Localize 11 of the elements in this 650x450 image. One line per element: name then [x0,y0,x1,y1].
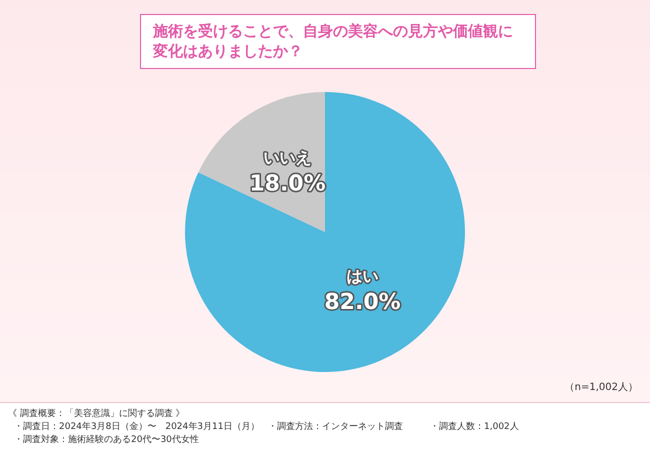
chart-title: 施術を受けることで、自身の美容への見方や価値観に変化はありましたか？ [140,14,536,68]
text: ・調査方法：インターネット調査 [268,420,403,433]
data-label: 18.0% [249,172,326,197]
text: ・調査対象：施術経験のある20代〜30代女性 [14,434,199,446]
text: 《 調査概要：「美容意識」に関する調査 》 [8,408,185,420]
slice-label: はい [346,266,379,286]
text: （n=1,002人） [564,381,638,394]
slice-label: いいえ [263,148,312,168]
text: ・調査人数：1,002人 [430,420,519,433]
text: ・調査日：2024年3月8日（金）〜 2024年3月11日（月） [14,420,260,433]
data-label: 82.0% [324,290,401,315]
